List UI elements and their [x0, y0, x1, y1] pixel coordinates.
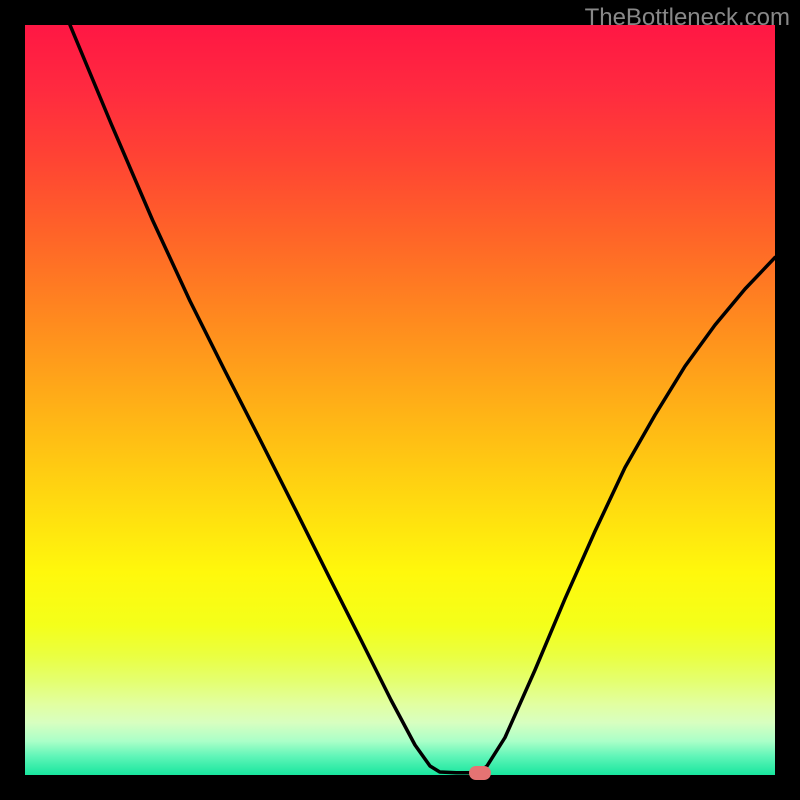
bottleneck-curve: [25, 25, 775, 775]
optimum-marker: [469, 766, 491, 780]
plot-area: [25, 25, 775, 775]
chart-root: TheBottleneck.com: [0, 0, 800, 800]
watermark-text: TheBottleneck.com: [585, 4, 790, 32]
